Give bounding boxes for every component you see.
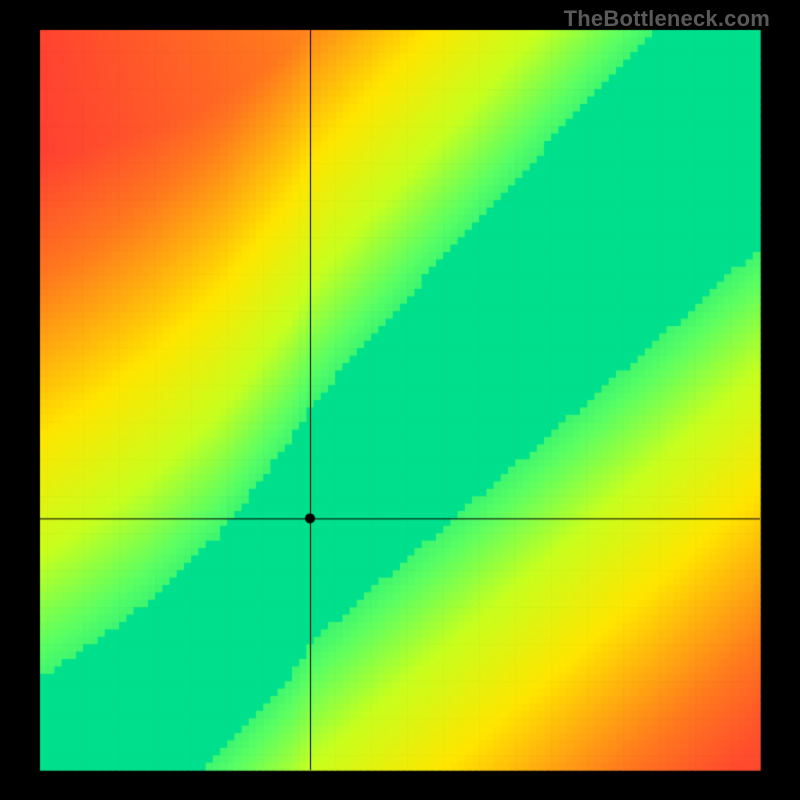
bottleneck-heatmap xyxy=(0,0,800,800)
watermark-text: TheBottleneck.com xyxy=(564,6,770,32)
chart-container: TheBottleneck.com xyxy=(0,0,800,800)
